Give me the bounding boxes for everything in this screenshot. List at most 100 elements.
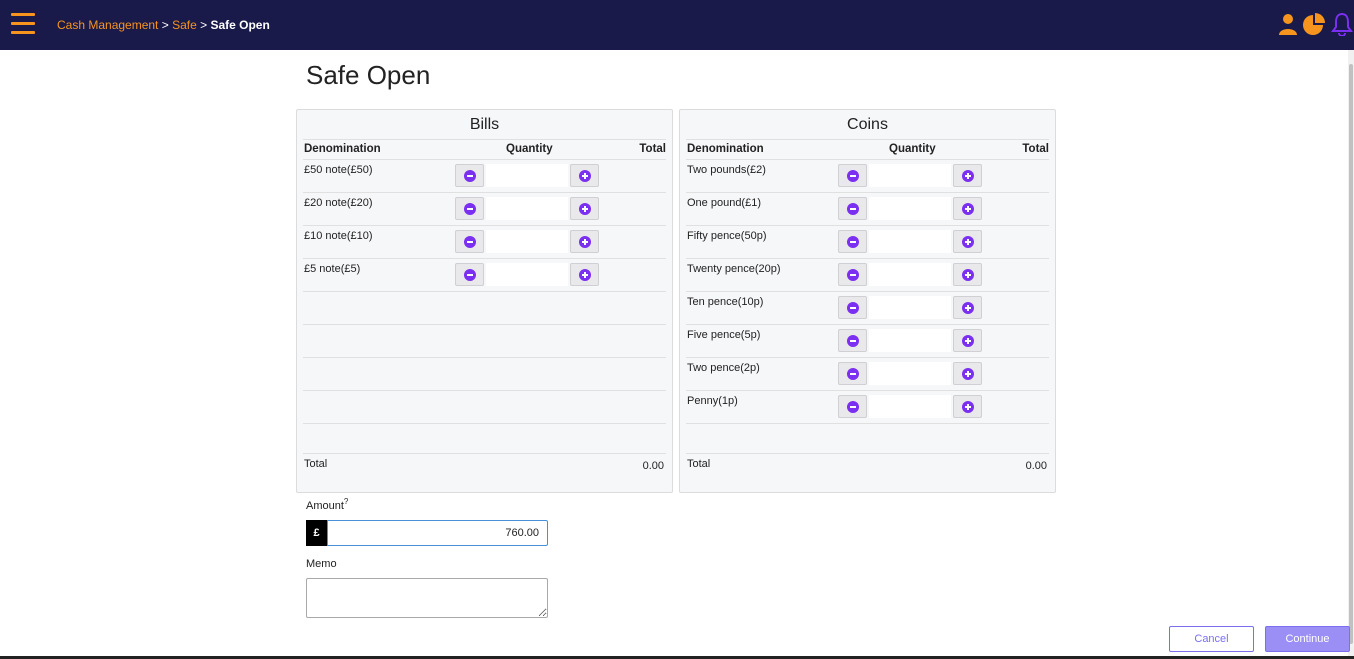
decrement-button[interactable]: [455, 197, 484, 220]
empty-row: [303, 421, 666, 454]
plus-icon: [579, 269, 591, 281]
minus-icon: [847, 335, 859, 347]
memo-field[interactable]: [306, 578, 548, 618]
coins-title: Coins: [847, 116, 888, 133]
coin-row: Fifty pence(50p): [686, 226, 1049, 259]
quantity-header: Quantity: [506, 143, 553, 155]
plus-icon: [962, 368, 974, 380]
plus-icon: [962, 302, 974, 314]
increment-button[interactable]: [570, 164, 599, 187]
empty-row: [303, 391, 666, 424]
decrement-button[interactable]: [455, 164, 484, 187]
denomination-label: Two pounds(£2): [687, 164, 766, 176]
plus-icon: [962, 335, 974, 347]
quantity-input[interactable]: [869, 197, 951, 220]
plus-icon: [579, 170, 591, 182]
page-title: Safe Open: [306, 60, 431, 90]
top-bar: Cash Management > Safe > Safe Open: [0, 0, 1354, 50]
decrement-button[interactable]: [838, 197, 867, 220]
increment-button[interactable]: [953, 296, 982, 319]
total-header: Total: [639, 143, 666, 155]
quantity-input[interactable]: [869, 296, 951, 319]
increment-button[interactable]: [953, 230, 982, 253]
minus-icon: [847, 203, 859, 215]
total-label: Total: [304, 458, 328, 470]
breadcrumb-separator: >: [196, 18, 211, 32]
bill-row: £50 note(£50): [303, 160, 666, 193]
breadcrumb-cash-management[interactable]: Cash Management: [57, 18, 159, 32]
quantity-input[interactable]: [486, 230, 568, 253]
denomination-label: £50 note(£50): [304, 164, 373, 176]
decrement-button[interactable]: [838, 362, 867, 385]
decrement-button[interactable]: [455, 230, 484, 253]
decrement-button[interactable]: [838, 296, 867, 319]
empty-row: [303, 358, 666, 391]
coin-row: Five pence(5p): [686, 325, 1049, 358]
total-value: 0.00: [642, 460, 664, 472]
denomination-label: Two pence(2p): [687, 362, 760, 374]
coin-row: Twenty pence(20p): [686, 259, 1049, 292]
coin-row: Two pounds(£2): [686, 160, 1049, 193]
page-scrollbar[interactable]: [1348, 50, 1354, 656]
bills-total-row: Total 0.00: [303, 454, 666, 484]
empty-row: [303, 325, 666, 358]
quantity-input[interactable]: [869, 362, 951, 385]
coin-row: Ten pence(10p): [686, 292, 1049, 325]
denomination-label: Five pence(5p): [687, 329, 761, 341]
minus-icon: [464, 203, 476, 215]
increment-button[interactable]: [953, 362, 982, 385]
coins-header-row: Denomination Quantity Total: [686, 139, 1049, 160]
minus-icon: [847, 368, 859, 380]
memo-label: Memo: [306, 558, 337, 570]
amount-label-text: Amount: [306, 500, 344, 512]
minus-icon: [847, 236, 859, 248]
bottom-border: [0, 656, 1354, 659]
quantity-input[interactable]: [869, 230, 951, 253]
quantity-input[interactable]: [869, 164, 951, 187]
denomination-label: £10 note(£10): [304, 230, 373, 242]
decrement-button[interactable]: [838, 164, 867, 187]
quantity-input[interactable]: [869, 329, 951, 352]
help-icon[interactable]: ?: [343, 497, 349, 506]
coins-total-row: Total 0.00: [686, 454, 1049, 484]
coin-row: One pound(£1): [686, 193, 1049, 226]
bills-panel: Bills Denomination Quantity Total £50 no…: [296, 109, 673, 493]
increment-button[interactable]: [953, 164, 982, 187]
minus-icon: [464, 269, 476, 281]
minus-icon: [847, 401, 859, 413]
denomination-label: Ten pence(10p): [687, 296, 764, 308]
bell-icon[interactable]: [1330, 12, 1354, 36]
increment-button[interactable]: [953, 263, 982, 286]
pie-chart-icon[interactable]: [1302, 12, 1326, 36]
user-icon[interactable]: [1276, 12, 1300, 36]
total-header: Total: [1022, 143, 1049, 155]
scrollbar-thumb[interactable]: [1349, 64, 1353, 644]
decrement-button[interactable]: [838, 329, 867, 352]
increment-button[interactable]: [953, 197, 982, 220]
quantity-input[interactable]: [486, 197, 568, 220]
breadcrumb-safe[interactable]: Safe: [172, 18, 197, 32]
plus-icon: [579, 203, 591, 215]
quantity-input[interactable]: [869, 395, 951, 418]
menu-icon[interactable]: [11, 13, 35, 35]
denomination-header: Denomination: [304, 143, 381, 155]
increment-button[interactable]: [953, 395, 982, 418]
breadcrumb: Cash Management > Safe > Safe Open: [57, 18, 270, 32]
increment-button[interactable]: [570, 230, 599, 253]
quantity-input[interactable]: [869, 263, 951, 286]
amount-label: Amount?: [306, 497, 349, 512]
denomination-label: Twenty pence(20p): [687, 263, 781, 275]
increment-button[interactable]: [570, 263, 599, 286]
quantity-input[interactable]: [486, 164, 568, 187]
increment-button[interactable]: [953, 329, 982, 352]
decrement-button[interactable]: [838, 230, 867, 253]
quantity-input[interactable]: [486, 263, 568, 286]
decrement-button[interactable]: [838, 263, 867, 286]
increment-button[interactable]: [570, 197, 599, 220]
continue-button[interactable]: Continue: [1265, 626, 1350, 652]
decrement-button[interactable]: [838, 395, 867, 418]
bill-row: £20 note(£20): [303, 193, 666, 226]
amount-input[interactable]: [327, 520, 548, 546]
cancel-button[interactable]: Cancel: [1169, 626, 1254, 652]
decrement-button[interactable]: [455, 263, 484, 286]
